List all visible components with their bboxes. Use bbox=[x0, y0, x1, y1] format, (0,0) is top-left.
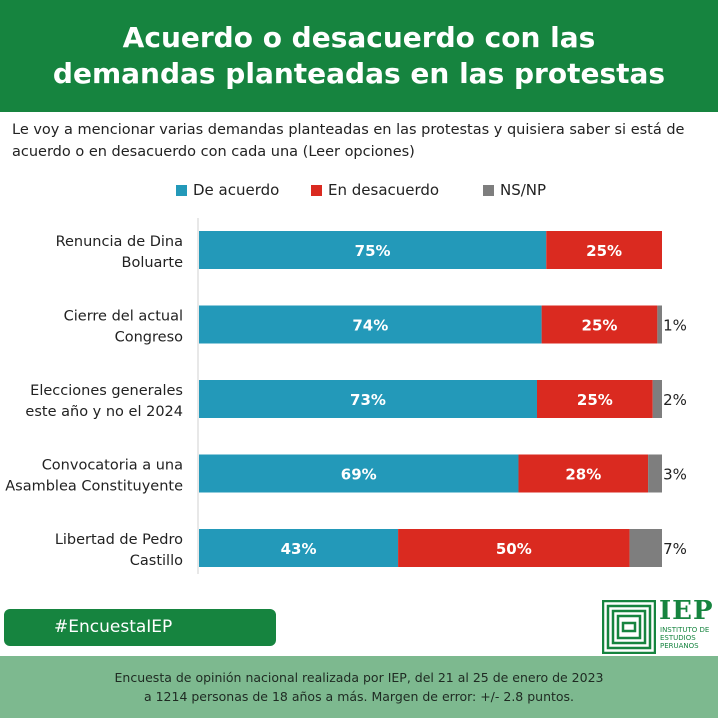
data-label-agree: 73% bbox=[350, 391, 386, 409]
logo-subtitle-2: ESTUDIOS bbox=[660, 634, 696, 642]
category-label: Elecciones generales este año y no el 202… bbox=[25, 383, 183, 420]
legend-label-nsnp: NS/NP bbox=[500, 181, 547, 199]
legend-swatch-agree bbox=[176, 184, 187, 196]
bar-nsnp bbox=[629, 529, 662, 567]
footer-note: Encuesta de opinión nacional realizada p… bbox=[0, 656, 718, 718]
bar-disagree bbox=[546, 231, 662, 269]
legend-swatch-disagree bbox=[311, 184, 322, 196]
logo-subtitle-3: PERUANOS bbox=[660, 642, 699, 650]
category-label: Libertad de Pedro Castillo bbox=[55, 532, 183, 569]
legend-item-nsnp: NS/NP bbox=[483, 181, 546, 199]
legend-item-agree: De acuerdo bbox=[176, 181, 279, 199]
footer-line-2: a 1214 personas de 18 años a más. Margen… bbox=[143, 689, 575, 704]
logo-subtitle-1: INSTITUTO DE bbox=[660, 626, 710, 634]
legend-label-disagree: En desacuerdo bbox=[328, 181, 440, 199]
bar-agree bbox=[199, 380, 537, 418]
legend: De acuerdo En desacuerdo NS/NP bbox=[0, 181, 718, 203]
bar-nsnp bbox=[652, 380, 662, 418]
data-label-nsnp: 7% bbox=[663, 540, 687, 558]
category-label: Renuncia de Dina Boluarte bbox=[56, 234, 183, 271]
data-label-agree: 74% bbox=[352, 317, 388, 335]
bar-agree bbox=[199, 231, 547, 269]
data-label-disagree: 28% bbox=[565, 466, 601, 484]
legend-swatch-nsnp bbox=[483, 184, 494, 196]
bar-disagree bbox=[541, 305, 658, 344]
data-label-agree: 75% bbox=[355, 242, 391, 260]
data-label-disagree: 50% bbox=[496, 540, 532, 558]
data-label-nsnp: 3% bbox=[663, 466, 687, 484]
data-label-disagree: 25% bbox=[582, 317, 618, 335]
hashtag-badge: #EncuestaIEP bbox=[4, 609, 276, 646]
legend-label-agree: De acuerdo bbox=[193, 181, 280, 199]
legend-item-disagree: En desacuerdo bbox=[311, 181, 439, 199]
bar-nsnp bbox=[648, 454, 662, 493]
logo-name: IEP bbox=[659, 596, 714, 626]
category-label: Cierre del actual Congreso bbox=[64, 309, 183, 346]
data-label-agree: 69% bbox=[341, 466, 377, 484]
bar-nsnp bbox=[657, 305, 662, 344]
iep-logo-icon bbox=[601, 599, 657, 655]
bar-agree bbox=[199, 529, 399, 567]
data-label-disagree: 25% bbox=[577, 391, 613, 409]
footer-line-1: Encuesta de opinión nacional realizada p… bbox=[114, 670, 604, 685]
data-label-agree: 43% bbox=[281, 540, 317, 558]
data-label-disagree: 25% bbox=[586, 242, 622, 260]
data-label-nsnp: 2% bbox=[663, 391, 687, 409]
bar-agree bbox=[199, 454, 519, 493]
iep-logo: IEP INSTITUTO DE ESTUDIOS PERUANOS bbox=[601, 596, 714, 656]
survey-question: Le voy a mencionar varias demandas plant… bbox=[12, 122, 685, 160]
bar-agree bbox=[199, 305, 542, 344]
chart-title: Acuerdo o desacuerdo con las demandas pl… bbox=[52, 21, 666, 90]
title-banner: Acuerdo o desacuerdo con las demandas pl… bbox=[0, 0, 718, 112]
data-label-nsnp: 1% bbox=[663, 317, 687, 335]
category-label: Convocatoria a una Asamblea Constituyente bbox=[5, 458, 183, 495]
bar-disagree bbox=[398, 529, 630, 567]
bar-disagree bbox=[518, 454, 649, 493]
stacked-bar-chart: Renuncia de Dina Boluarte 75% 25% Cierre del… bbox=[5, 218, 687, 574]
bar-disagree bbox=[536, 380, 653, 418]
